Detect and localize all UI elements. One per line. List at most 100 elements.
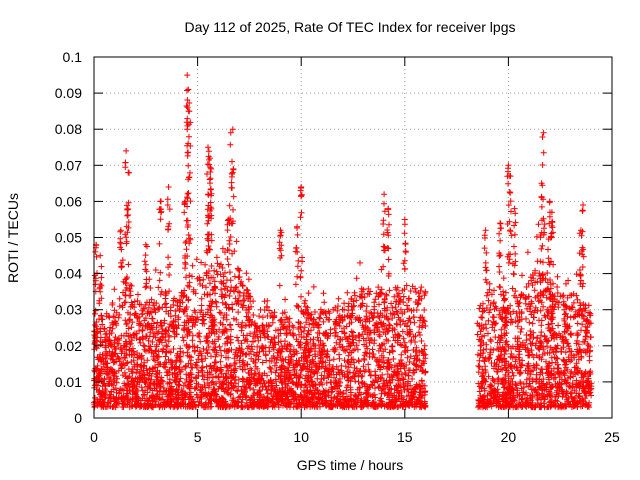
data-point: [213, 268, 220, 275]
data-point: [314, 334, 321, 341]
data-point: [316, 330, 323, 337]
data-point: [182, 379, 189, 386]
data-point: [422, 288, 429, 295]
data-point: [207, 169, 214, 175]
data-point: [505, 402, 512, 409]
data-point: [184, 87, 190, 94]
data-point: [267, 365, 274, 372]
data-point: [337, 389, 344, 395]
data-point: [173, 386, 180, 392]
data-point: [295, 378, 302, 385]
data-point: [186, 133, 192, 140]
data-point: [388, 300, 395, 307]
data-point: [238, 340, 245, 347]
data-point: [502, 339, 509, 346]
data-point: [99, 321, 106, 328]
data-point: [198, 350, 204, 357]
data-point: [581, 338, 588, 345]
data-point: [483, 346, 490, 353]
data-point: [250, 338, 256, 345]
data-point: [277, 233, 284, 239]
data-point: [186, 100, 193, 106]
data-point: [155, 305, 162, 312]
data-point: [373, 358, 380, 365]
data-point: [407, 288, 414, 294]
data-point: [226, 293, 233, 299]
data-point: [335, 366, 342, 373]
data-point: [197, 309, 204, 316]
data-point: [488, 338, 495, 345]
data-point: [305, 349, 312, 356]
data-point: [105, 380, 111, 387]
data-point: [93, 253, 100, 260]
data-point: [180, 326, 187, 333]
data-point: [266, 364, 273, 371]
data-point: [525, 383, 532, 390]
data-point: [333, 339, 340, 346]
data-point: [103, 310, 110, 317]
data-point: [413, 289, 419, 296]
data-point: [582, 307, 589, 314]
data-point: [572, 308, 579, 315]
data-point: [553, 345, 560, 352]
data-point: [540, 292, 547, 299]
data-point: [138, 384, 145, 391]
data-point: [485, 317, 492, 324]
data-point: [208, 192, 214, 199]
data-point: [381, 191, 388, 198]
data-point: [211, 267, 218, 274]
data-point: [262, 344, 269, 351]
data-point: [206, 395, 213, 402]
data-point: [211, 316, 218, 323]
data-point: [478, 314, 485, 321]
data-point: [394, 385, 401, 392]
data-point: [179, 334, 186, 341]
data-point: [396, 381, 403, 388]
data-point: [535, 221, 542, 228]
data-point: [587, 310, 594, 317]
data-point: [481, 358, 488, 365]
data-point: [326, 361, 333, 368]
data-point: [275, 339, 282, 346]
data-point: [380, 217, 387, 224]
data-point: [328, 398, 335, 405]
data-point: [399, 394, 406, 401]
data-point: [154, 367, 161, 374]
data-point: [307, 374, 314, 381]
data-point: [263, 386, 270, 393]
data-point: [147, 329, 154, 336]
data-point: [204, 235, 211, 242]
data-point: [122, 159, 129, 166]
data-point: [583, 392, 590, 399]
data-point: [402, 371, 409, 378]
data-point: [117, 244, 124, 251]
data-point: [290, 332, 297, 339]
data-point: [546, 392, 553, 399]
data-point: [181, 287, 188, 294]
data-point: [157, 198, 164, 205]
data-point: [408, 395, 415, 402]
data-point: [289, 378, 296, 385]
data-point: [531, 314, 537, 321]
data-point: [421, 346, 428, 353]
data-point: [298, 191, 305, 198]
data-point: [574, 296, 581, 303]
data-point: [176, 364, 183, 371]
data-point: [304, 375, 311, 382]
data-point: [154, 330, 161, 337]
data-point: [108, 388, 115, 395]
data-point: [567, 292, 573, 299]
data-point: [359, 300, 366, 307]
data-point: [475, 380, 482, 387]
data-point: [205, 191, 211, 198]
data-point: [133, 383, 140, 390]
data-point: [186, 272, 193, 279]
data-point: [560, 356, 567, 363]
data-point: [228, 179, 235, 186]
data-point: [382, 331, 389, 337]
data-point: [482, 355, 489, 362]
data-point: [501, 297, 508, 304]
data-point: [142, 261, 149, 268]
data-point: [330, 356, 337, 363]
data-point: [347, 314, 354, 320]
